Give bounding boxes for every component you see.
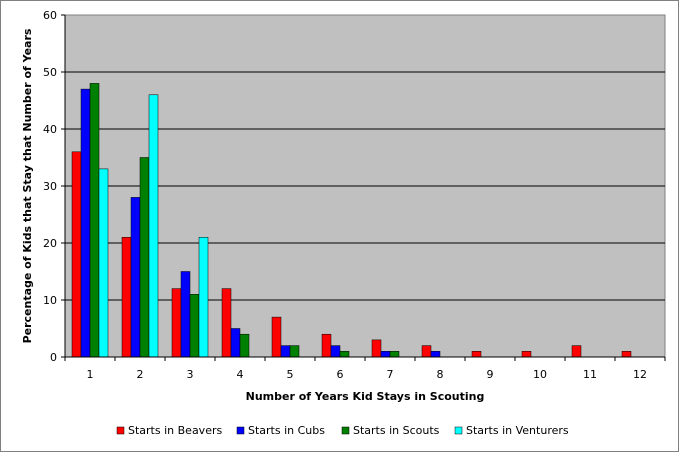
x-tick-label: 1 xyxy=(87,368,94,381)
bar xyxy=(371,339,382,358)
y-tick-label: 10 xyxy=(43,294,57,307)
x-tick-labels: 1 2 3 4 5 6 7 8 9 10 11 12 xyxy=(87,368,648,381)
bar xyxy=(230,328,241,358)
legend-swatch xyxy=(116,426,125,435)
x-tick-label: 11 xyxy=(583,368,597,381)
bar xyxy=(271,316,282,358)
bar xyxy=(339,351,350,358)
y-axis-title: Percentage of Kids that Stay that Number… xyxy=(21,28,34,343)
y-tick-label: 60 xyxy=(43,9,57,22)
x-tick-label: 8 xyxy=(437,368,444,381)
y-tick-label: 20 xyxy=(43,237,57,250)
grid-lines xyxy=(65,71,665,301)
legend-label: Starts in Venturers xyxy=(466,424,569,437)
bar xyxy=(521,351,532,358)
bar xyxy=(148,94,159,358)
bar xyxy=(289,345,300,358)
y-tick-label: 30 xyxy=(43,180,57,193)
bar xyxy=(189,294,200,358)
bar xyxy=(330,345,341,358)
x-tick-label: 9 xyxy=(487,368,494,381)
y-tick-labels: 0 10 20 30 40 50 60 xyxy=(43,9,57,364)
legend-swatch xyxy=(454,426,463,435)
bar xyxy=(389,351,400,358)
bar xyxy=(98,168,109,358)
axes xyxy=(61,14,666,361)
bar xyxy=(321,333,332,358)
bar xyxy=(280,345,291,358)
legend-label: Starts in Scouts xyxy=(353,424,440,437)
bar xyxy=(130,197,141,358)
bar xyxy=(121,237,132,358)
x-tick-label: 4 xyxy=(237,368,244,381)
x-axis-title: Number of Years Kid Stays in Scouting xyxy=(246,390,485,403)
legend-label: Starts in Cubs xyxy=(248,424,325,437)
x-tick-label: 3 xyxy=(187,368,194,381)
x-tick-label: 7 xyxy=(387,368,394,381)
legend-label: Starts in Beavers xyxy=(128,424,222,437)
x-tick-label: 12 xyxy=(633,368,647,381)
bar xyxy=(198,237,209,358)
bar xyxy=(139,157,150,358)
bar xyxy=(180,271,191,358)
legend-swatch xyxy=(341,426,350,435)
legend: Starts in Beavers Starts in Cubs Starts in… xyxy=(116,424,569,437)
x-tick-label: 10 xyxy=(533,368,547,381)
y-tick-label: 0 xyxy=(50,351,57,364)
bar xyxy=(621,351,632,358)
legend-swatch xyxy=(236,426,245,435)
bar xyxy=(380,351,391,358)
x-tick-label: 6 xyxy=(337,368,344,381)
bar xyxy=(471,351,482,358)
bar xyxy=(571,345,582,358)
bar xyxy=(89,83,100,358)
x-tick-label: 2 xyxy=(137,368,144,381)
bar xyxy=(171,288,182,358)
y-tick-label: 40 xyxy=(43,123,57,136)
bar xyxy=(221,288,232,358)
bar xyxy=(80,88,91,358)
bar xyxy=(430,351,441,358)
y-tick-label: 50 xyxy=(43,66,57,79)
bar xyxy=(239,333,250,358)
bar xyxy=(71,151,82,358)
x-tick-label: 5 xyxy=(287,368,294,381)
bar xyxy=(421,345,432,358)
